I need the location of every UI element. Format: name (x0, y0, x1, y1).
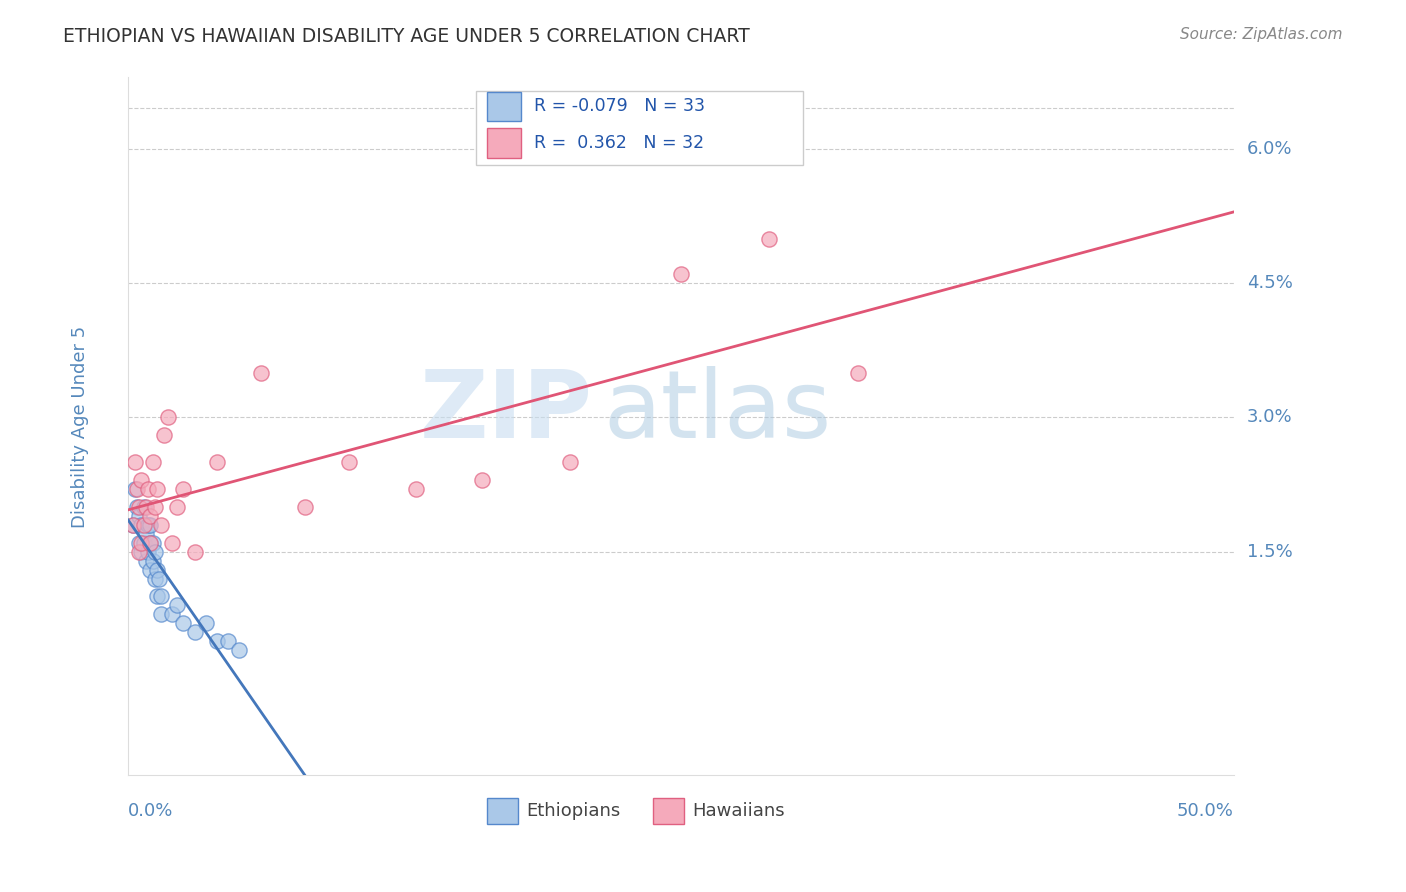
Point (166, 599, 188, 613)
FancyBboxPatch shape (654, 797, 685, 824)
Point (172, 616, 194, 631)
Point (139, 517, 162, 532)
Text: 50.0%: 50.0% (1177, 802, 1233, 821)
Point (337, 455, 360, 469)
Point (132, 500, 155, 514)
Text: Ethiopians: Ethiopians (526, 802, 620, 820)
Point (228, 643, 250, 657)
Text: 4.5%: 4.5% (1247, 274, 1292, 293)
Point (139, 535, 162, 549)
Point (294, 500, 316, 514)
Point (139, 563, 162, 577)
Point (846, 366, 869, 380)
Text: 0.0%: 0.0% (128, 802, 173, 821)
Point (139, 535, 162, 549)
Point (124, 482, 146, 496)
Point (132, 535, 155, 549)
Text: atlas: atlas (603, 367, 832, 458)
FancyBboxPatch shape (488, 128, 520, 158)
Point (131, 535, 153, 549)
Point (121, 517, 143, 532)
Point (139, 508, 162, 523)
Point (131, 544, 153, 558)
Point (136, 544, 159, 558)
Point (150, 607, 173, 622)
Text: R = -0.079   N = 33: R = -0.079 N = 33 (534, 97, 704, 115)
Point (135, 500, 157, 514)
Text: Source: ZipAtlas.com: Source: ZipAtlas.com (1180, 27, 1343, 42)
Point (156, 410, 179, 425)
Point (250, 366, 273, 380)
Point (146, 590, 169, 604)
Point (183, 544, 205, 558)
Point (405, 482, 427, 496)
Point (162, 535, 184, 549)
Point (217, 634, 239, 648)
Point (146, 482, 169, 496)
Point (143, 500, 166, 514)
Point (205, 634, 228, 648)
Point (471, 473, 494, 487)
Point (183, 625, 205, 640)
FancyBboxPatch shape (488, 797, 519, 824)
Text: Hawaiians: Hawaiians (692, 802, 785, 820)
Point (128, 508, 150, 523)
Text: 1.5%: 1.5% (1247, 542, 1292, 561)
Point (128, 500, 150, 514)
Point (148, 572, 170, 586)
Point (135, 526, 157, 541)
Point (146, 563, 169, 577)
Text: R =  0.362   N = 32: R = 0.362 N = 32 (534, 134, 704, 152)
Point (132, 517, 155, 532)
Point (141, 455, 163, 469)
Point (758, 231, 780, 245)
Point (125, 482, 148, 496)
Point (125, 500, 148, 514)
Point (131, 473, 153, 487)
Point (131, 517, 153, 532)
Point (135, 554, 157, 568)
Point (150, 590, 173, 604)
Point (121, 517, 143, 532)
FancyBboxPatch shape (477, 91, 803, 165)
Point (128, 535, 150, 549)
Point (162, 607, 184, 622)
Text: ZIP: ZIP (419, 367, 592, 458)
Point (560, 455, 582, 469)
Point (172, 482, 194, 496)
Text: Disability Age Under 5: Disability Age Under 5 (70, 326, 89, 527)
Text: ETHIOPIAN VS HAWAIIAN DISABILITY AGE UNDER 5 CORRELATION CHART: ETHIOPIAN VS HAWAIIAN DISABILITY AGE UND… (63, 27, 749, 45)
Point (141, 554, 163, 568)
Point (166, 500, 188, 514)
Point (152, 428, 174, 442)
Point (136, 517, 159, 532)
Point (141, 535, 163, 549)
Point (150, 517, 173, 532)
Point (669, 268, 692, 282)
Point (128, 544, 150, 558)
Text: 6.0%: 6.0% (1247, 140, 1292, 158)
FancyBboxPatch shape (488, 92, 520, 121)
Text: 3.0%: 3.0% (1247, 409, 1292, 426)
Point (124, 455, 146, 469)
Point (136, 482, 159, 496)
Point (205, 455, 228, 469)
Point (143, 544, 166, 558)
Point (143, 572, 166, 586)
Point (194, 616, 217, 631)
